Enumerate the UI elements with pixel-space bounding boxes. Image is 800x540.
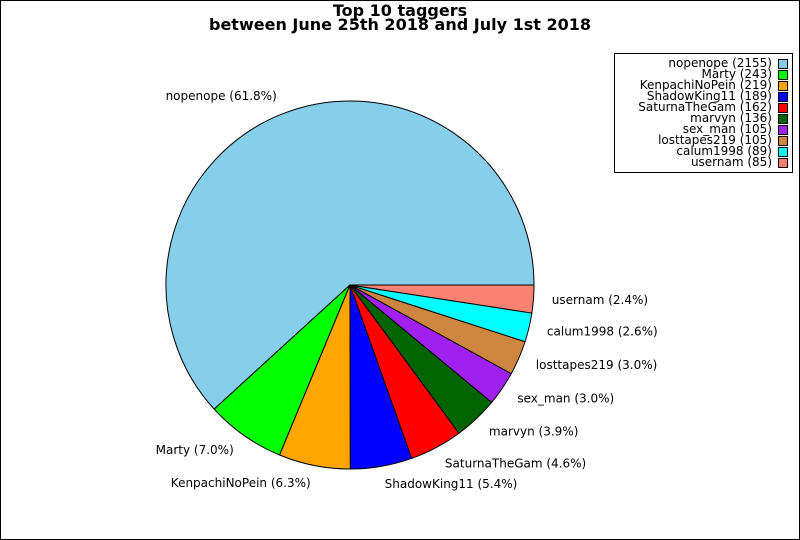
slice-label-calum1998: calum1998 (2.6%) (547, 324, 658, 338)
slice-label-nopenope: nopenope (61.8%) (166, 89, 277, 103)
legend-swatch (778, 80, 788, 91)
legend-label: usernam (85) (690, 155, 772, 169)
slice-label-marty: Marty (7.0%) (156, 443, 234, 457)
legend-swatch (778, 91, 788, 102)
legend-swatch (778, 135, 788, 146)
legend-item: ShadowKing11 (189) (646, 89, 788, 103)
slice-label-kenpachinopein: KenpachiNoPein (6.3%) (171, 476, 311, 490)
legend-swatch (778, 69, 788, 80)
legend-label: marvyn (136) (690, 111, 772, 125)
slice-label-usernam: usernam (2.4%) (552, 293, 648, 307)
legend-item: usernam (85) (690, 155, 788, 169)
slice-label-marvyn: marvyn (3.9%) (489, 425, 578, 439)
slice-label-shadowking11: ShadowKing11 (5.4%) (385, 477, 518, 491)
legend-label: nopenope (2155) (668, 56, 772, 70)
legend-label: Marty (243) (701, 67, 772, 81)
slice-label-losttapes219: losttapes219 (3.0%) (536, 358, 658, 372)
legend-label: losttapes219 (105) (658, 133, 772, 147)
legend-label: calum1998 (89) (676, 144, 772, 158)
legend-item: Marty (243) (701, 67, 788, 81)
legend-item: sex_man (105) (682, 122, 788, 136)
legend-swatch (778, 58, 788, 69)
legend-label: KenpachiNoPein (219) (639, 78, 772, 92)
legend-swatch (778, 157, 788, 168)
legend-item: calum1998 (89) (676, 144, 788, 158)
slice-label-sex-man: sex_man (3.0%) (517, 391, 614, 405)
legend-swatch (778, 146, 788, 157)
legend-label: ShadowKing11 (189) (646, 89, 772, 103)
legend-item: SaturnaTheGam (162) (638, 100, 788, 114)
legend-swatch (778, 102, 788, 113)
legend-item: losttapes219 (105) (658, 133, 788, 147)
pie-slice-nopenope (165, 100, 535, 410)
legend-item: KenpachiNoPein (219) (639, 78, 788, 92)
legend-swatch (778, 113, 788, 124)
legend-swatch (778, 124, 788, 135)
legend-item: marvyn (136) (690, 111, 788, 125)
legend-label: SaturnaTheGam (162) (638, 100, 772, 114)
legend: nopenope (2155) Marty (243) KenpachiNoPein… (614, 53, 793, 173)
chart-subtitle: between June 25th 2018 and July 1st 2018 (209, 15, 591, 34)
legend-label: sex_man (105) (682, 122, 772, 136)
legend-item: nopenope (2155) (668, 56, 788, 70)
slice-label-saturnathegam: SaturnaTheGam (4.6%) (445, 456, 586, 470)
pie-slice-usernam (349, 284, 535, 314)
chart-title: Top 10 taggers (332, 1, 468, 20)
